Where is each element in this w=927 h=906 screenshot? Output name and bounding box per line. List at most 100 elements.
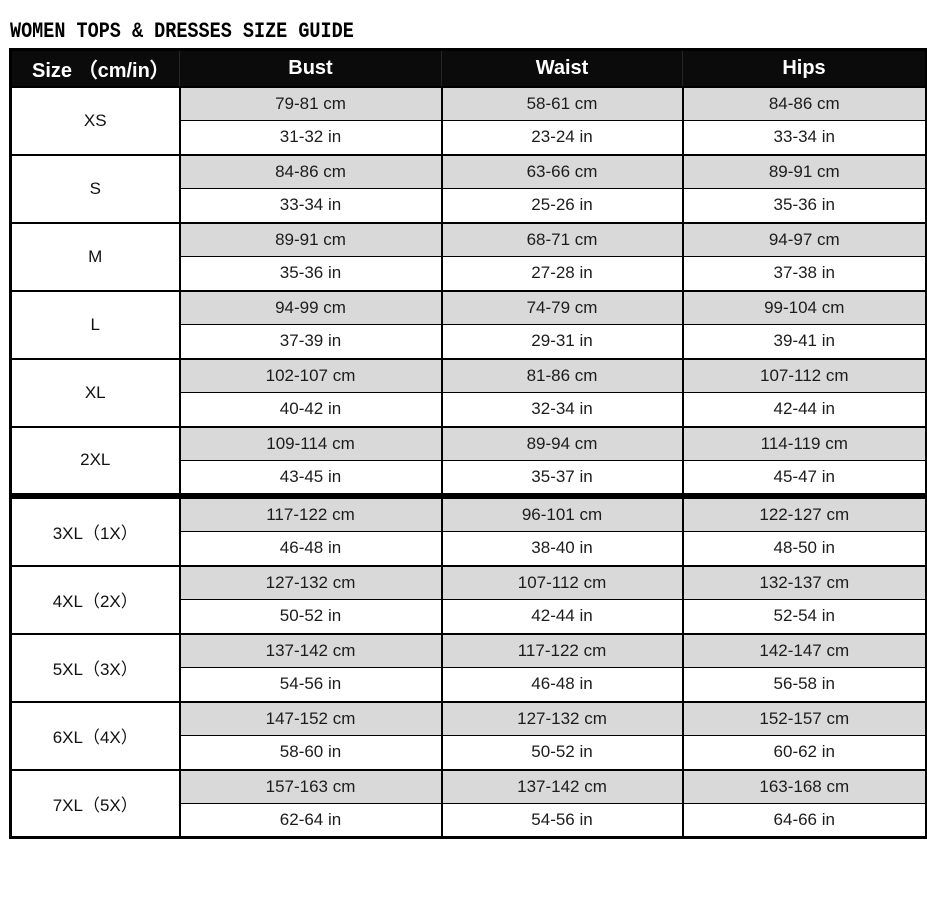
size-guide-page: WOMEN TOPS & DRESSES SIZE GUIDE Size （cm… — [0, 21, 927, 839]
bust-cm-cell: 84-86 cm — [178, 153, 443, 189]
hips-cm-cell: 107-112 cm — [681, 357, 927, 393]
bust-cm-cell: 102-107 cm — [178, 357, 443, 393]
hips-in-cell: 42-44 in — [681, 392, 927, 428]
size-block-in-row: 35-36 in 27-28 in 37-38 in — [11, 256, 927, 292]
waist-in-cell: 38-40 in — [440, 531, 684, 567]
size-block-in-row: 40-42 in 32-34 in 42-44 in — [11, 392, 927, 428]
hips-cm-cell: 142-147 cm — [681, 632, 927, 668]
size-label: 4XL（2X） — [9, 564, 181, 635]
bust-cm-cell: 79-81 cm — [178, 85, 443, 121]
bust-cm-cell: 157-163 cm — [178, 768, 443, 804]
size-label: S — [9, 153, 181, 224]
hips-cm-cell: 89-91 cm — [681, 153, 927, 189]
waist-in-cell: 46-48 in — [440, 667, 684, 703]
waist-in-cell: 32-34 in — [440, 392, 684, 428]
bust-in-cell: 46-48 in — [178, 531, 443, 567]
header-waist: Waist — [441, 49, 683, 88]
bust-cm-cell: 127-132 cm — [178, 564, 443, 600]
size-label: XL — [9, 357, 181, 428]
size-label: 7XL（5X） — [9, 768, 181, 839]
hips-cm-cell: 84-86 cm — [681, 85, 927, 121]
waist-in-cell: 50-52 in — [440, 735, 684, 771]
hips-in-cell: 39-41 in — [681, 324, 927, 360]
waist-cm-cell: 74-79 cm — [440, 289, 684, 325]
bust-in-cell: 33-34 in — [178, 188, 443, 224]
size-block-in-row: 46-48 in 38-40 in 48-50 in — [11, 531, 927, 567]
waist-cm-cell: 68-71 cm — [440, 221, 684, 257]
waist-cm-cell: 89-94 cm — [440, 425, 684, 461]
header-bust: Bust — [179, 49, 442, 88]
size-label: L — [9, 289, 181, 360]
size-label: M — [9, 221, 181, 292]
bust-cm-cell: 94-99 cm — [178, 289, 443, 325]
header-row: Size （cm/in） Bust Waist Hips — [10, 49, 927, 88]
hips-cm-cell: 163-168 cm — [681, 768, 927, 804]
size-block-in-row: 37-39 in 29-31 in 39-41 in — [11, 324, 927, 360]
size-block-cm-row: L 94-99 cm 74-79 cm 99-104 cm — [9, 289, 927, 360]
bust-in-cell: 43-45 in — [178, 460, 443, 496]
size-label: 5XL（3X） — [9, 632, 181, 703]
bust-in-cell: 37-39 in — [178, 324, 443, 360]
size-label: 2XL — [9, 425, 181, 496]
bust-in-cell: 35-36 in — [178, 256, 443, 292]
hips-cm-cell: 99-104 cm — [681, 289, 927, 325]
hips-cm-cell: 94-97 cm — [681, 221, 927, 257]
waist-in-cell: 23-24 in — [440, 120, 684, 156]
size-block-in-row: 33-34 in 25-26 in 35-36 in — [11, 188, 927, 224]
size-block-cm-row: 6XL（4X） 147-152 cm 127-132 cm 152-157 cm — [9, 700, 927, 771]
hips-in-cell: 35-36 in — [681, 188, 927, 224]
bust-cm-cell: 89-91 cm — [178, 221, 443, 257]
hips-in-cell: 64-66 in — [681, 803, 927, 839]
waist-in-cell: 25-26 in — [440, 188, 684, 224]
waist-in-cell: 54-56 in — [440, 803, 684, 839]
size-block-cm-row: XS 79-81 cm 58-61 cm 84-86 cm — [9, 85, 927, 156]
waist-cm-cell: 107-112 cm — [440, 564, 684, 600]
hips-cm-cell: 114-119 cm — [681, 425, 927, 461]
waist-in-cell: 35-37 in — [440, 460, 684, 496]
bust-cm-cell: 147-152 cm — [178, 700, 443, 736]
hips-in-cell: 37-38 in — [681, 256, 927, 292]
hips-cm-cell: 132-137 cm — [681, 564, 927, 600]
hips-in-cell: 45-47 in — [681, 460, 927, 496]
bust-in-cell: 62-64 in — [178, 803, 443, 839]
waist-cm-cell: 127-132 cm — [440, 700, 684, 736]
size-block-cm-row: 5XL（3X） 137-142 cm 117-122 cm 142-147 cm — [9, 632, 927, 703]
waist-cm-cell: 117-122 cm — [440, 632, 684, 668]
size-block-cm-row: S 84-86 cm 63-66 cm 89-91 cm — [9, 153, 927, 224]
hips-cm-cell: 122-127 cm — [681, 496, 927, 532]
bust-in-cell: 31-32 in — [178, 120, 443, 156]
header-hips: Hips — [682, 49, 927, 88]
hips-in-cell: 48-50 in — [681, 531, 927, 567]
waist-cm-cell: 81-86 cm — [440, 357, 684, 393]
size-block-cm-row: 3XL（1X） 117-122 cm 96-101 cm 122-127 cm — [9, 496, 927, 567]
waist-cm-cell: 63-66 cm — [440, 153, 684, 189]
waist-in-cell: 29-31 in — [440, 324, 684, 360]
size-block-in-row: 58-60 in 50-52 in 60-62 in — [11, 735, 927, 771]
bust-cm-cell: 117-122 cm — [178, 496, 443, 532]
hips-in-cell: 60-62 in — [681, 735, 927, 771]
size-block-cm-row: 7XL（5X） 157-163 cm 137-142 cm 163-168 cm — [9, 768, 927, 839]
waist-cm-cell: 137-142 cm — [440, 768, 684, 804]
bust-cm-cell: 137-142 cm — [178, 632, 443, 668]
waist-in-cell: 27-28 in — [440, 256, 684, 292]
hips-in-cell: 52-54 in — [681, 599, 927, 635]
size-block-in-row: 62-64 in 54-56 in 64-66 in — [11, 803, 927, 839]
size-block-in-row: 43-45 in 35-37 in 45-47 in — [11, 460, 927, 496]
size-block-in-row: 50-52 in 42-44 in 52-54 in — [11, 599, 927, 635]
bust-in-cell: 54-56 in — [178, 667, 443, 703]
bust-in-cell: 58-60 in — [178, 735, 443, 771]
table-body: XS 79-81 cm 58-61 cm 84-86 cm 31-32 in 23-24 … — [9, 85, 927, 839]
size-block-cm-row: M 89-91 cm 68-71 cm 94-97 cm — [9, 221, 927, 292]
section-divider-band — [10, 493, 927, 499]
waist-cm-cell: 96-101 cm — [440, 496, 684, 532]
size-label: 6XL（4X） — [9, 700, 181, 771]
section-divider — [10, 493, 927, 499]
waist-in-cell: 42-44 in — [440, 599, 684, 635]
size-block-cm-row: 4XL（2X） 127-132 cm 107-112 cm 132-137 cm — [9, 564, 927, 635]
bust-in-cell: 40-42 in — [178, 392, 443, 428]
size-block-in-row: 54-56 in 46-48 in 56-58 in — [11, 667, 927, 703]
page-title: WOMEN TOPS & DRESSES SIZE GUIDE — [10, 19, 354, 44]
size-label: XS — [9, 85, 181, 156]
bust-in-cell: 50-52 in — [178, 599, 443, 635]
size-label: 3XL（1X） — [9, 496, 181, 567]
